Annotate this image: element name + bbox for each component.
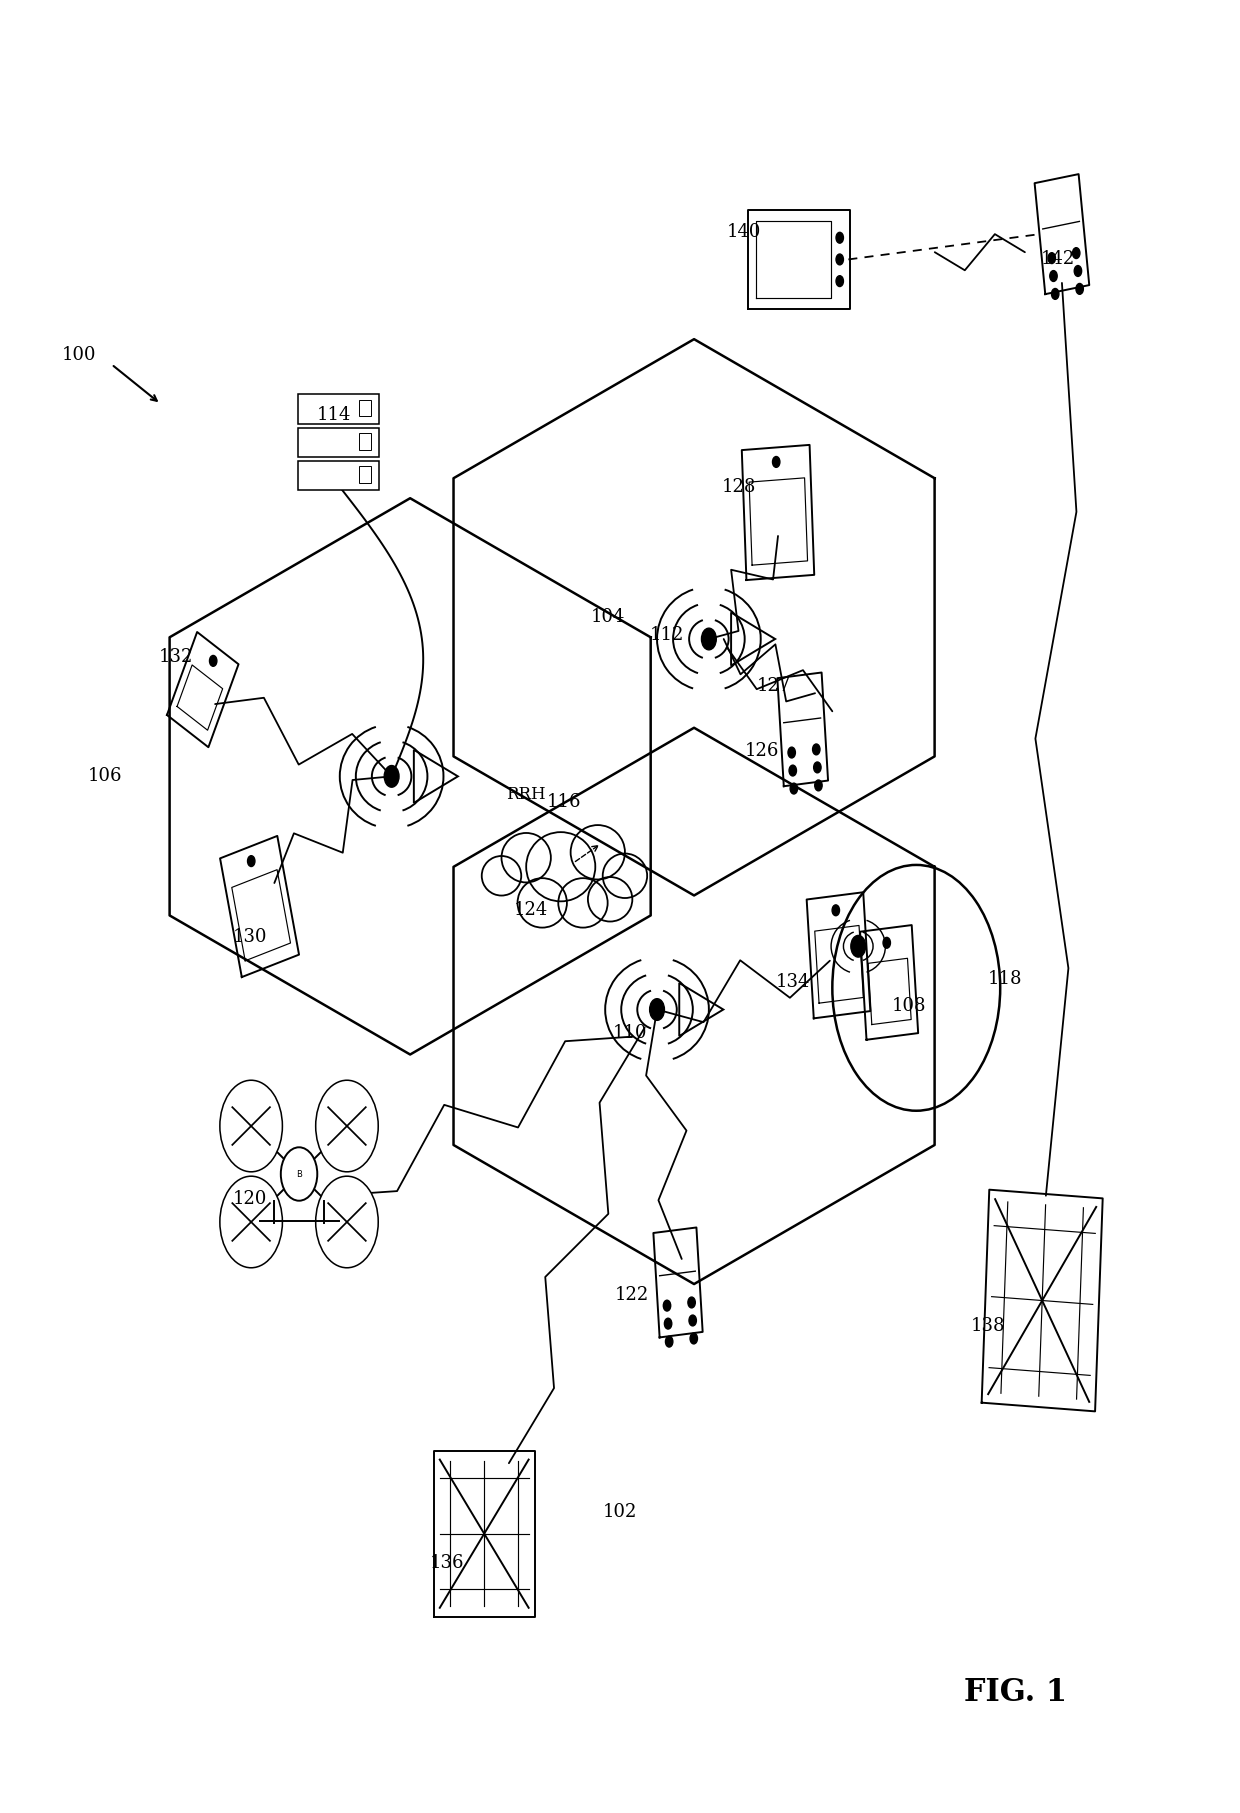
Circle shape <box>689 1333 697 1343</box>
Circle shape <box>384 765 399 787</box>
Circle shape <box>1048 252 1055 263</box>
Circle shape <box>851 936 866 957</box>
Text: 138: 138 <box>971 1316 1006 1334</box>
Text: 120: 120 <box>232 1191 267 1207</box>
Circle shape <box>836 232 843 243</box>
Text: 136: 136 <box>430 1554 465 1572</box>
Text: 124: 124 <box>515 901 548 919</box>
Text: 127: 127 <box>758 676 791 694</box>
Text: 122: 122 <box>615 1285 650 1304</box>
FancyBboxPatch shape <box>358 433 371 450</box>
FancyBboxPatch shape <box>358 401 371 417</box>
Circle shape <box>280 1148 317 1200</box>
Circle shape <box>689 1314 697 1325</box>
Circle shape <box>1050 270 1058 281</box>
Circle shape <box>702 627 717 649</box>
Circle shape <box>219 1081 283 1171</box>
Circle shape <box>790 783 797 794</box>
Text: 100: 100 <box>62 346 97 364</box>
Circle shape <box>210 656 217 667</box>
Circle shape <box>813 761 821 772</box>
Circle shape <box>773 457 780 468</box>
FancyBboxPatch shape <box>299 428 378 457</box>
Circle shape <box>316 1177 378 1267</box>
Circle shape <box>883 937 890 948</box>
Circle shape <box>1073 248 1080 259</box>
Text: 130: 130 <box>232 928 267 946</box>
Text: 108: 108 <box>892 997 926 1015</box>
Text: 116: 116 <box>547 792 582 810</box>
Circle shape <box>650 999 665 1021</box>
FancyBboxPatch shape <box>299 461 378 490</box>
FancyBboxPatch shape <box>358 466 371 482</box>
Circle shape <box>789 765 796 776</box>
Circle shape <box>1052 288 1059 299</box>
Text: 132: 132 <box>159 647 192 665</box>
Text: 118: 118 <box>988 970 1023 988</box>
Circle shape <box>663 1300 671 1311</box>
Circle shape <box>1076 283 1084 294</box>
Text: 114: 114 <box>316 406 351 424</box>
Text: 142: 142 <box>1042 250 1075 268</box>
Circle shape <box>665 1318 672 1329</box>
Text: 126: 126 <box>745 742 779 760</box>
Circle shape <box>836 276 843 286</box>
FancyBboxPatch shape <box>299 395 378 424</box>
Text: 106: 106 <box>88 767 123 785</box>
Circle shape <box>1074 265 1081 276</box>
Text: 104: 104 <box>590 609 625 625</box>
Circle shape <box>787 747 795 758</box>
Circle shape <box>248 856 255 867</box>
Text: 102: 102 <box>603 1503 637 1521</box>
Text: 110: 110 <box>613 1024 647 1042</box>
Circle shape <box>815 780 822 790</box>
Text: B: B <box>296 1169 303 1178</box>
Circle shape <box>666 1336 673 1347</box>
Text: FIG. 1: FIG. 1 <box>963 1677 1066 1708</box>
Circle shape <box>836 254 843 265</box>
Text: 134: 134 <box>776 974 810 992</box>
Circle shape <box>219 1177 283 1267</box>
Text: 140: 140 <box>727 223 760 241</box>
Circle shape <box>688 1296 696 1307</box>
Circle shape <box>832 905 839 916</box>
Text: 128: 128 <box>722 479 755 497</box>
Text: RRH: RRH <box>506 787 546 803</box>
Text: 112: 112 <box>650 625 684 644</box>
Circle shape <box>316 1081 378 1171</box>
Circle shape <box>812 743 820 754</box>
